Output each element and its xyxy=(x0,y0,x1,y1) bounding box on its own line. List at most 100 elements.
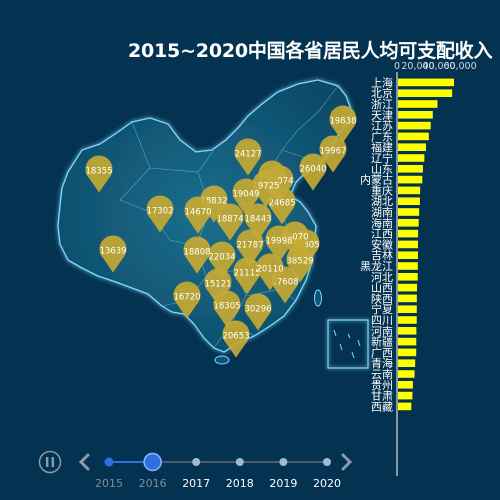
bar[interactable] xyxy=(398,305,417,313)
y-tick-label: 江苏 xyxy=(371,120,393,133)
bar[interactable] xyxy=(398,78,455,87)
bar[interactable] xyxy=(398,229,419,238)
map-pin-shape xyxy=(200,185,228,223)
bar[interactable] xyxy=(398,283,418,292)
map-pin-label: 19725 xyxy=(252,182,279,192)
map-pin-label: 22034 xyxy=(208,253,235,263)
bar[interactable] xyxy=(398,143,426,151)
y-tick-label: 湖南 xyxy=(371,206,393,219)
timeline-year-label[interactable]: 2018 xyxy=(226,477,254,490)
map-pin-shape xyxy=(265,225,293,263)
timeline: 2015 2016 2017 2018 2019 2020 xyxy=(38,450,353,490)
y-tick-label: 宁夏 xyxy=(371,302,393,316)
map-pin[interactable]: 26040 xyxy=(299,153,327,191)
map-pin[interactable]: 13639 xyxy=(99,235,127,273)
map-pin[interactable]: 18355 xyxy=(85,155,113,193)
x-tick-label: 0 xyxy=(394,61,400,72)
bar[interactable] xyxy=(398,327,417,335)
map-pin[interactable]: 19998 xyxy=(265,225,293,263)
map-pin-label: 21787 xyxy=(236,241,263,251)
map-pin[interactable]: 21115 xyxy=(233,257,261,295)
map-pin[interactable]: 30296 xyxy=(244,293,272,331)
map-pin[interactable]: 19838 xyxy=(329,105,357,143)
y-tick-label: 北京 xyxy=(371,86,393,100)
timeline-year-point[interactable] xyxy=(192,458,201,466)
map-pin[interactable]: 19725 xyxy=(252,170,280,208)
bar[interactable] xyxy=(398,337,417,346)
bar[interactable] xyxy=(398,197,420,205)
map-pin[interactable]: 22034 xyxy=(208,241,236,279)
map-pin[interactable]: 20110 xyxy=(256,253,284,291)
bar[interactable] xyxy=(398,208,420,216)
bar[interactable] xyxy=(398,219,419,227)
map-pin-label: 38529 xyxy=(286,257,313,267)
timeline-year-label[interactable]: 2017 xyxy=(182,477,210,490)
map-pin-label: 24127 xyxy=(234,150,261,160)
bar[interactable] xyxy=(398,154,425,162)
bar[interactable] xyxy=(398,121,431,130)
timeline-year-point[interactable] xyxy=(323,458,331,466)
map-pin[interactable]: 24685 xyxy=(268,187,296,225)
y-tick-label: 甘肃 xyxy=(371,390,393,403)
bar[interactable] xyxy=(398,316,417,324)
bar[interactable] xyxy=(398,89,453,97)
timeline-current-year-marker[interactable] xyxy=(143,452,162,472)
map-pin-label: 18305 xyxy=(213,302,240,312)
y-tick-label: 吉林 xyxy=(371,248,393,262)
timeline-year-label[interactable]: 2020 xyxy=(313,477,341,490)
timeline-year-point[interactable] xyxy=(279,458,288,466)
bar[interactable] xyxy=(398,262,418,270)
map-pin[interactable]: 16720 xyxy=(173,281,201,319)
map-pin[interactable]: 21787 xyxy=(236,229,264,267)
y-axis-labels: 上海北京浙江天津江苏广东福建辽宁山东内蒙古重庆湖北湖南海南江西安徽吉林黑龙江河北… xyxy=(360,75,393,413)
bar[interactable] xyxy=(398,100,438,108)
map-pin[interactable]: 14670 xyxy=(184,196,212,234)
bar[interactable] xyxy=(398,175,423,184)
bar[interactable] xyxy=(398,251,418,259)
bar[interactable] xyxy=(398,111,433,119)
bar[interactable] xyxy=(398,186,421,195)
map-pin[interactable]: 19049 xyxy=(232,178,260,216)
bar[interactable] xyxy=(398,273,418,281)
bar[interactable] xyxy=(398,348,417,357)
map-pin-shape xyxy=(244,203,272,241)
map-pin-shape xyxy=(204,268,232,306)
south-china-sea-inset xyxy=(327,319,369,369)
map-pin-shape xyxy=(256,253,284,291)
bar[interactable] xyxy=(398,359,416,367)
play-pause-button[interactable] xyxy=(38,450,62,474)
map-pin[interactable]: 17302 xyxy=(146,195,174,233)
bar[interactable] xyxy=(398,165,423,173)
bar[interactable] xyxy=(398,294,417,303)
next-year-button[interactable] xyxy=(341,453,353,471)
prev-year-button[interactable] xyxy=(78,453,90,471)
map-pin-label: 14670 xyxy=(184,208,211,218)
timeline-year-label[interactable]: 2016 xyxy=(139,477,167,490)
map-pin[interactable]: 20653 xyxy=(222,320,250,358)
pause-icon[interactable] xyxy=(38,450,62,474)
map-pin[interactable]: 18874 xyxy=(216,203,244,241)
map-pin-label: 17302 xyxy=(146,207,173,217)
map-pin[interactable]: 18443 xyxy=(244,203,272,241)
timeline-year-point[interactable] xyxy=(104,457,114,467)
bar[interactable] xyxy=(398,240,418,249)
bar[interactable] xyxy=(398,391,413,400)
map-pin-label: 19049 xyxy=(232,190,259,200)
map-pin-shape xyxy=(183,236,211,274)
map-pin-label: 18808 xyxy=(183,248,210,258)
map-pin-label: 32070 xyxy=(281,233,308,243)
map-pin[interactable]: 15121 xyxy=(204,268,232,306)
bar[interactable] xyxy=(398,370,415,378)
bar[interactable] xyxy=(398,381,413,389)
bar[interactable] xyxy=(398,402,412,411)
map-pin[interactable]: 24127 xyxy=(234,138,262,176)
timeline-year-label[interactable]: 2015 xyxy=(95,477,123,490)
map-pin[interactable]: 19967 xyxy=(319,135,347,173)
map-pin-shape xyxy=(99,235,127,273)
timeline-year-point[interactable] xyxy=(235,458,244,466)
map-pin[interactable]: 18832 xyxy=(200,185,228,223)
map-pin[interactable]: 18808 xyxy=(183,236,211,274)
timeline-year-label[interactable]: 2019 xyxy=(269,477,297,490)
y-tick-label: 云南 xyxy=(371,368,393,381)
bar[interactable] xyxy=(398,132,429,141)
